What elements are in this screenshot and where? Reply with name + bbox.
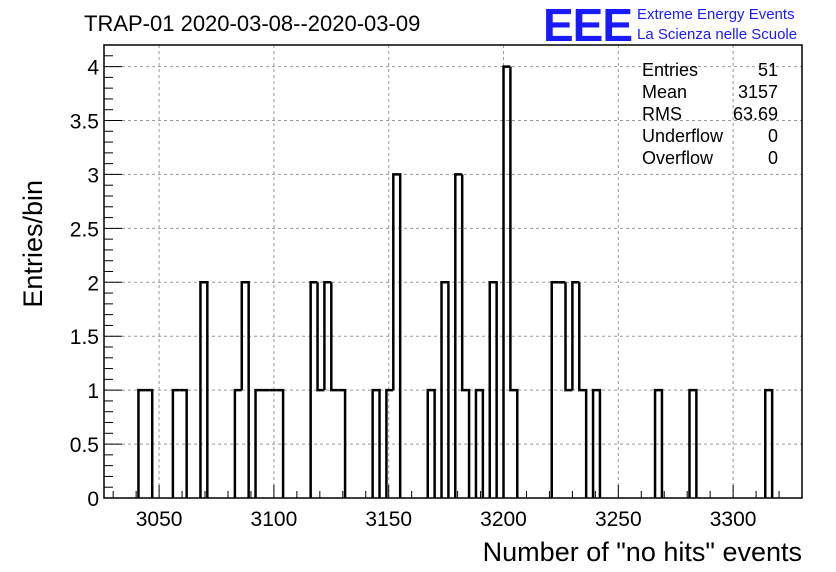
grid-lines	[104, 45, 802, 498]
histogram-bar	[240, 281, 250, 498]
y-tick-label: 2.5	[70, 218, 99, 241]
histogram-bar	[550, 281, 559, 498]
x-tick-label: 3050	[136, 508, 183, 531]
stats-label: Entries	[642, 60, 698, 80]
histogram-bar	[564, 282, 573, 392]
stats-value: 63.69	[733, 104, 778, 124]
histogram-bar	[454, 173, 463, 498]
histogram-bars	[137, 65, 774, 498]
x-tick-label: 3300	[710, 508, 757, 531]
stats-value: 0	[768, 148, 778, 168]
y-tick-label: 1.5	[70, 326, 99, 349]
eee-logo: EEE Extreme Energy Events La Scienza nel…	[543, 0, 797, 51]
stats-label: RMS	[642, 104, 682, 124]
stats-value: 51	[758, 60, 778, 80]
histogram-bar	[426, 388, 436, 498]
histogram-bar	[474, 388, 485, 498]
stats-value: 0	[768, 126, 778, 146]
histogram-bar	[440, 281, 450, 498]
histogram-bar	[309, 281, 318, 498]
y-tick-label: 4	[87, 57, 99, 80]
histogram-bar	[171, 388, 180, 498]
histogram-bar	[323, 281, 332, 391]
y-axis-ticks: 0 0.5 1 1.5 2 2.5 3 3.5 4	[70, 44, 122, 511]
logo-line-1: Extreme Energy Events	[637, 6, 795, 23]
histogram-bar	[502, 65, 511, 498]
histogram-bar	[179, 388, 188, 498]
histogram-bar	[338, 388, 347, 498]
histogram-bar	[330, 282, 339, 392]
histogram-bar	[254, 388, 263, 498]
histogram-bar	[578, 282, 588, 498]
histogram-bar	[137, 388, 146, 498]
y-tick-label: 0.5	[70, 434, 99, 457]
histogram-bar	[233, 388, 242, 498]
histogram-bar	[688, 388, 698, 498]
x-tick-label: 3150	[365, 508, 412, 531]
histogram-bar	[591, 388, 602, 498]
y-tick-label: 0	[87, 488, 99, 511]
x-axis-ticks: 3050 3100 3150 3200 3250 3300	[112, 485, 803, 531]
y-tick-label: 3.5	[70, 111, 99, 134]
stats-label: Overflow	[642, 148, 714, 168]
histogram-bar	[316, 282, 325, 392]
y-axis-title: Entries/bin	[18, 180, 48, 308]
logo-mark: EEE	[543, 0, 632, 51]
stats-label: Mean	[642, 82, 687, 102]
histogram-bar	[653, 388, 664, 498]
histogram-bar	[276, 388, 285, 498]
logo-line-2: La Scienza nelle Scuole	[637, 26, 797, 43]
stats-box: Entries 51 Mean 3157 RMS 63.69 Underflow 0 Overf…	[642, 60, 778, 168]
histogram-bar	[392, 173, 402, 498]
histogram-bar	[460, 174, 471, 498]
x-tick-label: 3250	[595, 508, 642, 531]
histogram-bar	[385, 388, 394, 498]
histogram-bar	[371, 388, 381, 498]
histogram-bar	[571, 281, 580, 391]
histogram-bar	[764, 388, 774, 498]
x-tick-label: 3100	[251, 508, 298, 531]
histogram-bar	[488, 281, 498, 498]
stats-value: 3157	[738, 82, 778, 102]
x-axis-title: Number of "no hits" events	[483, 537, 802, 567]
stats-label: Underflow	[642, 126, 724, 146]
histogram-bar	[199, 281, 209, 498]
y-tick-label: 1	[87, 380, 99, 403]
x-tick-label: 3200	[480, 508, 527, 531]
chart-title: TRAP-01 2020-03-08--2020-03-09	[84, 11, 420, 36]
histogram-bar	[145, 388, 154, 498]
histogram-bar	[509, 66, 519, 498]
y-tick-label: 2	[87, 272, 99, 295]
y-tick-label: 3	[87, 164, 99, 187]
